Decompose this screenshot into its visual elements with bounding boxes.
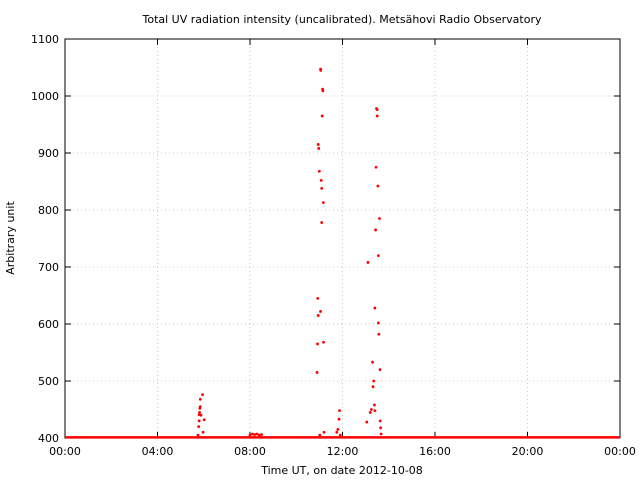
data-point <box>374 228 377 232</box>
x-tick-label: 08:00 <box>234 445 266 458</box>
data-point <box>375 114 379 118</box>
data-point <box>260 433 263 436</box>
y-tick-label: 700 <box>38 261 59 274</box>
data-point <box>199 413 203 417</box>
x-tick-label: 20:00 <box>512 445 544 458</box>
x-tick-label: 00:00 <box>604 445 636 458</box>
data-point <box>373 306 377 310</box>
x-tick-label: 04:00 <box>142 445 174 458</box>
data-point <box>201 393 204 397</box>
data-point <box>320 186 324 190</box>
data-point <box>202 418 206 422</box>
data-point <box>373 409 377 413</box>
data-point <box>372 379 376 383</box>
data-point <box>378 217 381 220</box>
data-point <box>196 433 200 437</box>
x-tick-label: 16:00 <box>419 445 451 458</box>
data-point <box>317 169 321 173</box>
data-point <box>322 340 325 344</box>
data-point <box>201 430 205 434</box>
data-point <box>335 430 339 434</box>
data-point <box>319 178 323 182</box>
data-point <box>370 408 373 411</box>
data-point <box>320 114 324 118</box>
data-point <box>318 433 322 437</box>
data-point <box>338 433 342 437</box>
data-point <box>197 425 201 428</box>
data-point <box>321 89 325 93</box>
y-tick-label: 900 <box>38 147 59 160</box>
data-point <box>255 432 259 436</box>
data-points <box>65 67 620 439</box>
chart-title: Total UV radiation intensity (uncalibrat… <box>142 13 542 26</box>
data-point <box>322 430 326 434</box>
y-axis-label: Arbitrary unit <box>4 201 17 275</box>
plot-frame <box>64 38 621 439</box>
x-tick-label: 00:00 <box>49 445 81 458</box>
data-point <box>337 417 341 421</box>
data-point <box>336 428 340 431</box>
data-point <box>376 184 380 188</box>
y-tick-label: 1100 <box>31 33 59 46</box>
data-point <box>321 201 325 204</box>
data-point <box>379 426 383 430</box>
data-point <box>376 321 380 325</box>
data-point <box>319 68 323 72</box>
grid-lines <box>65 39 620 438</box>
data-point <box>379 432 383 436</box>
data-point <box>250 432 254 436</box>
data-point <box>198 410 201 414</box>
data-point <box>253 433 257 436</box>
data-point <box>316 296 320 300</box>
data-point <box>316 314 320 317</box>
data-point <box>371 360 374 364</box>
y-tick-label: 500 <box>38 375 59 388</box>
data-point <box>316 342 319 346</box>
x-axis-label: Time UT, on date 2012-10-08 <box>260 464 423 477</box>
data-point <box>375 108 379 112</box>
y-tick-label: 800 <box>38 204 59 217</box>
data-point <box>248 433 252 437</box>
data-point <box>366 261 370 264</box>
data-point <box>315 371 319 374</box>
axis-ticks: 400 500 600 700 800 900 1000 1100 00:00 04:00 08:0… <box>31 33 636 458</box>
x-tick-label: 12:00 <box>327 445 359 458</box>
data-point <box>368 410 372 414</box>
data-point <box>338 409 341 413</box>
data-point <box>373 403 376 407</box>
y-tick-label: 1000 <box>31 90 59 103</box>
data-point <box>378 368 382 371</box>
data-point <box>319 310 322 313</box>
y-tick-label: 600 <box>38 318 59 331</box>
data-point <box>320 221 324 224</box>
data-point <box>257 433 261 437</box>
data-point <box>377 332 381 336</box>
data-point <box>371 385 375 389</box>
data-point <box>198 405 202 409</box>
data-point <box>198 397 202 401</box>
data-point <box>197 419 201 423</box>
data-point <box>374 165 378 169</box>
data-point <box>376 254 380 257</box>
data-point <box>365 420 369 424</box>
data-point <box>378 419 382 423</box>
data-point <box>316 143 320 146</box>
y-tick-label: 400 <box>38 432 59 445</box>
data-point <box>317 147 321 150</box>
